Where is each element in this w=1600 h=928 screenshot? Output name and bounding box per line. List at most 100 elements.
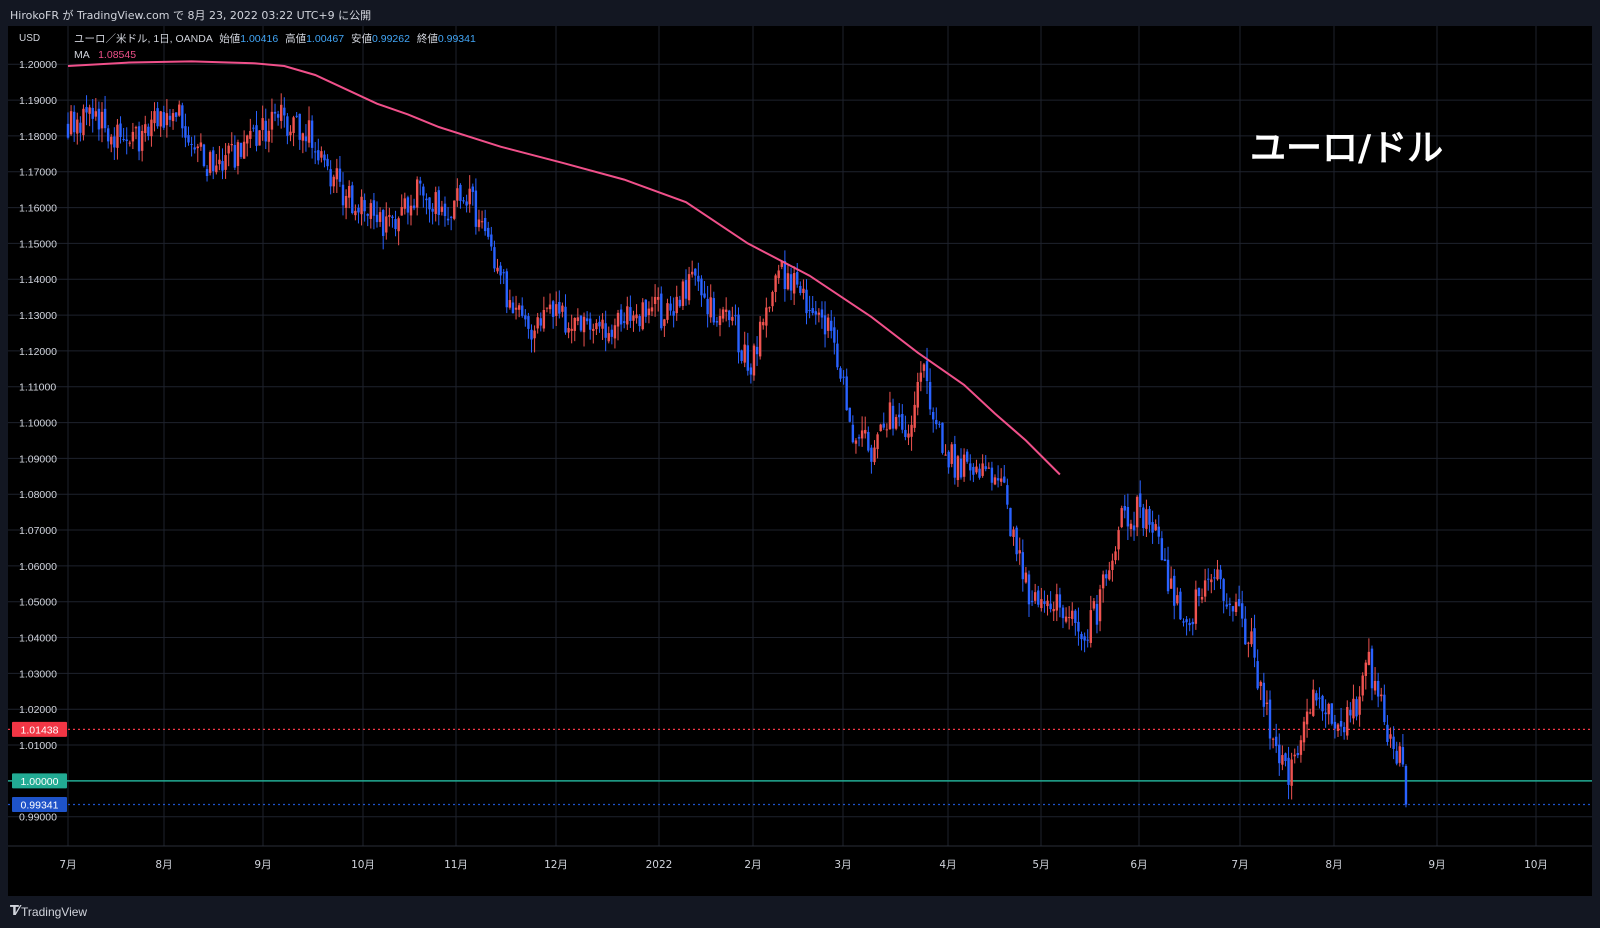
candle-body bbox=[422, 186, 425, 196]
chart-area[interactable]: 1.20000 1.19000 1.18000 1.17000 1.16000 1.150… bbox=[8, 26, 1592, 896]
legend-line: ユーロ／米ドル, 1日, OANDA 始値1.00416 高値1.00467 安… bbox=[74, 32, 476, 45]
candle-body bbox=[190, 144, 193, 146]
candle-body bbox=[1256, 661, 1259, 689]
candle-body bbox=[1373, 680, 1377, 691]
candle-body bbox=[585, 318, 589, 322]
candle-body bbox=[712, 298, 716, 323]
tradingview-brand[interactable]: T⁄ TradingView bbox=[10, 904, 87, 919]
y-tick-label: 1.20000 bbox=[19, 59, 57, 71]
candle-body bbox=[292, 117, 295, 134]
time-axis[interactable]: 7月 8月 9月 10月 11月 12月 2022 2月 3月 4月 5月 6月 7月 8月 9月 10月 bbox=[59, 859, 1548, 871]
candle-body bbox=[755, 346, 759, 355]
chart-svg[interactable]: 1.20000 1.19000 1.18000 1.17000 1.16000 1.150… bbox=[8, 26, 1592, 896]
candle-body bbox=[1058, 594, 1062, 608]
candle-body bbox=[499, 265, 502, 276]
candle-body bbox=[1383, 694, 1386, 723]
candle-body bbox=[666, 303, 669, 320]
candle-body bbox=[1370, 648, 1374, 689]
candle-body bbox=[969, 463, 972, 471]
x-tick-label: 7月 bbox=[59, 859, 76, 871]
candle-body bbox=[1160, 538, 1164, 561]
candle-body bbox=[1095, 603, 1099, 625]
y-tick-label: 1.12000 bbox=[19, 346, 57, 358]
candle-body bbox=[323, 154, 326, 161]
candle-body bbox=[437, 190, 440, 215]
candle-body bbox=[1176, 595, 1179, 604]
candle-body bbox=[490, 234, 493, 247]
candle-body bbox=[1145, 509, 1148, 529]
candle-body bbox=[508, 300, 512, 308]
candle-body bbox=[857, 437, 861, 439]
candle-body bbox=[802, 288, 805, 293]
candle-body bbox=[187, 135, 190, 143]
candle-body bbox=[1361, 675, 1364, 696]
candle-body bbox=[1367, 651, 1371, 665]
candle-body bbox=[286, 116, 289, 136]
candle-body bbox=[1376, 680, 1380, 697]
candle-body bbox=[137, 126, 141, 152]
candle-body bbox=[950, 444, 953, 464]
candle-body bbox=[202, 144, 206, 167]
candle-body bbox=[616, 312, 620, 327]
y-tick-label: 1.01000 bbox=[19, 740, 57, 752]
x-tick-label: 2月 bbox=[744, 859, 761, 871]
candle-body bbox=[97, 108, 101, 130]
candle-body bbox=[752, 345, 756, 376]
candle-body bbox=[990, 467, 994, 483]
candle-body bbox=[1308, 712, 1312, 714]
price-badge bbox=[12, 796, 67, 812]
candle-body bbox=[734, 315, 737, 317]
candle-body bbox=[215, 165, 218, 173]
candle-body bbox=[100, 111, 104, 129]
candle-body bbox=[1191, 621, 1194, 625]
candle-body bbox=[1262, 682, 1266, 707]
candle-body bbox=[1030, 600, 1034, 603]
candle-body bbox=[690, 271, 694, 275]
candle-body bbox=[1117, 530, 1120, 550]
legend-ma-line: MA 1.08545 bbox=[74, 49, 136, 61]
candle-body bbox=[570, 328, 573, 331]
candle-body bbox=[298, 113, 301, 140]
candle-body bbox=[487, 227, 490, 237]
candle-body bbox=[79, 122, 82, 133]
candle-body bbox=[604, 323, 607, 338]
candle-body bbox=[1210, 579, 1213, 583]
candle-body bbox=[82, 108, 85, 136]
candle-body bbox=[227, 145, 230, 154]
y-tick-label: 1.19000 bbox=[19, 95, 57, 107]
candle-body bbox=[332, 176, 335, 187]
price-badge bbox=[12, 721, 67, 737]
candle-body bbox=[898, 414, 901, 418]
price-badge-label: 1.00000 bbox=[21, 776, 59, 788]
candle-body bbox=[1092, 601, 1096, 609]
candle-body bbox=[1281, 755, 1284, 765]
candle-body bbox=[400, 207, 403, 216]
tradingview-logo-icon: T⁄ bbox=[10, 904, 19, 919]
candle-body bbox=[913, 404, 916, 428]
candle-body bbox=[647, 308, 651, 316]
candle-body bbox=[310, 120, 314, 148]
candle-body bbox=[1358, 696, 1361, 715]
candle-body bbox=[1231, 606, 1235, 612]
bottom-bar: T⁄ TradingView bbox=[0, 896, 1600, 928]
candle-body bbox=[740, 350, 743, 361]
candle-body bbox=[341, 184, 345, 206]
candle-body bbox=[706, 298, 709, 315]
price-badge-label: 1.01438 bbox=[21, 724, 59, 736]
candle-body bbox=[527, 316, 530, 329]
candle-body bbox=[808, 309, 811, 312]
candle-body bbox=[76, 119, 79, 134]
candle-body bbox=[1380, 694, 1383, 697]
candle-body bbox=[1040, 599, 1043, 609]
x-tick-label: 9月 bbox=[254, 859, 271, 871]
candle-body bbox=[1169, 578, 1173, 589]
candle-body bbox=[656, 297, 660, 300]
candle-body bbox=[635, 314, 638, 319]
candle-body bbox=[456, 188, 459, 201]
candle-body bbox=[1346, 707, 1349, 736]
price-axis[interactable]: 1.20000 1.19000 1.18000 1.17000 1.16000 1.150… bbox=[19, 59, 57, 823]
candle-body bbox=[916, 381, 919, 408]
candle-body bbox=[1284, 753, 1287, 762]
candle-body bbox=[1142, 507, 1145, 529]
candle-body bbox=[644, 299, 648, 317]
